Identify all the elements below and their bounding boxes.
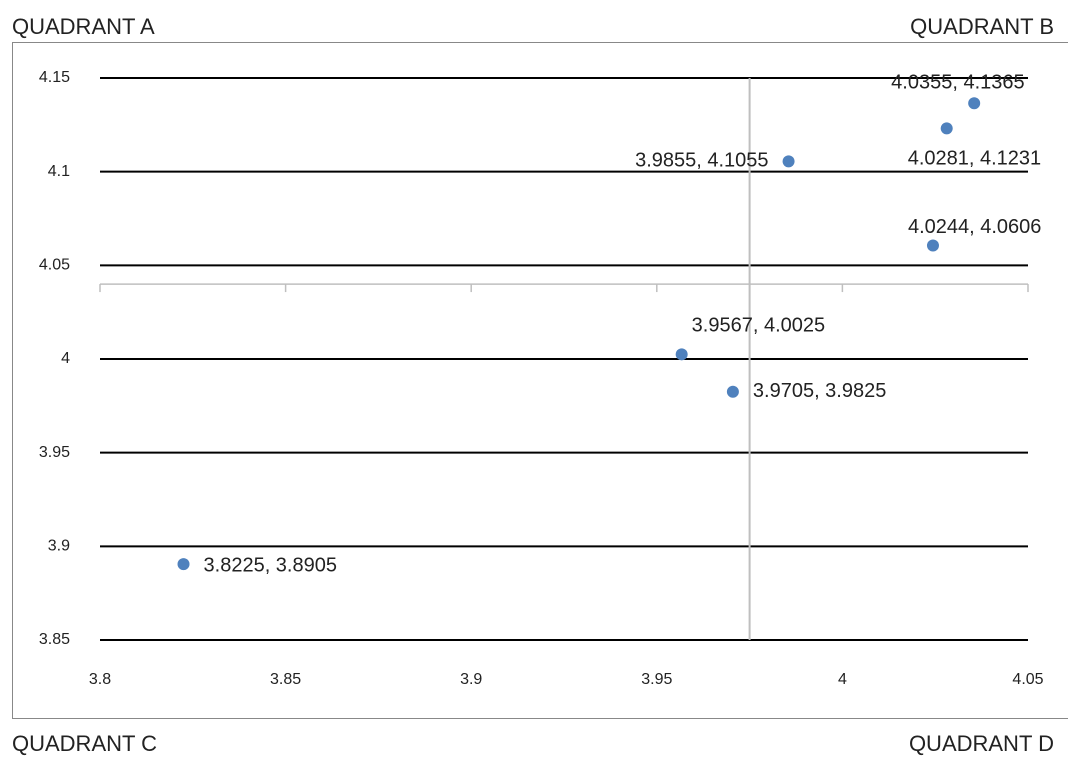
y-tick-label: 4.15 — [39, 69, 70, 86]
x-tick-label: 3.9 — [460, 671, 482, 688]
point — [675, 348, 688, 361]
data-label: 4.0244, 4.0606 — [908, 216, 1041, 238]
quadrant-label: QUADRANT B — [910, 14, 1054, 39]
y-tick-label: 4.1 — [48, 163, 70, 180]
quadrant-label: QUADRANT D — [909, 731, 1054, 756]
point — [940, 122, 953, 135]
x-tick-label: 3.8 — [89, 671, 111, 688]
chart-border — [12, 42, 1068, 719]
quadrant-label: QUADRANT A — [12, 14, 155, 39]
y-tick-label: 4 — [61, 350, 70, 367]
data-label: 3.8225, 3.8905 — [204, 554, 337, 576]
point — [177, 558, 190, 571]
point — [968, 97, 981, 110]
y-tick-label: 3.85 — [39, 631, 70, 648]
point — [726, 385, 739, 398]
data-label: 3.9855, 4.1055 — [635, 150, 768, 172]
x-tick-label: 3.95 — [641, 671, 672, 688]
x-tick-label: 3.85 — [270, 671, 301, 688]
data-label: 3.9567, 4.0025 — [692, 315, 825, 337]
point — [782, 155, 795, 168]
data-label: 3.9705, 3.9825 — [753, 380, 886, 402]
data-label: 4.0281, 4.1231 — [908, 148, 1041, 170]
y-tick-label: 3.95 — [39, 444, 70, 461]
point — [926, 239, 939, 252]
data-label: 4.0355, 4.1365 — [891, 72, 1024, 94]
y-tick-label: 4.05 — [39, 257, 70, 274]
quadrant-label: QUADRANT C — [12, 731, 157, 756]
x-tick-label: 4 — [838, 671, 847, 688]
y-tick-label: 3.9 — [48, 538, 70, 555]
x-tick-label: 4.05 — [1012, 671, 1043, 688]
